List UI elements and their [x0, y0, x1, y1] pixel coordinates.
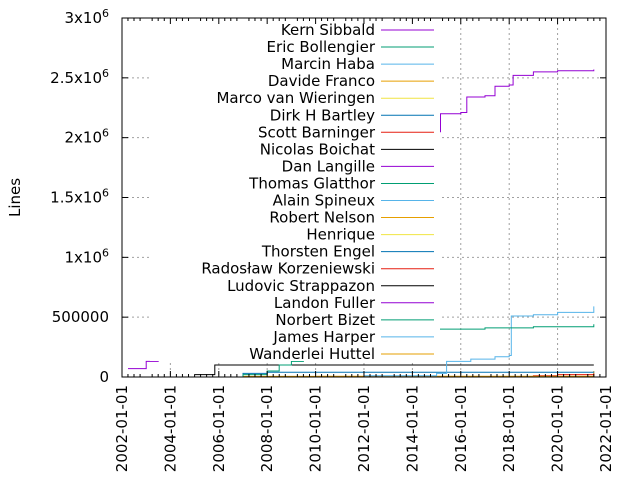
- legend-entry-label: Radosław Korzeniewski: [201, 260, 375, 278]
- x-tick-label: 2010-01-01: [307, 385, 325, 472]
- legend-entry-label: Kern Sibbald: [281, 21, 375, 39]
- legend-entry-label: James Harper: [272, 328, 375, 346]
- x-tick-label: 2006-01-01: [210, 385, 228, 472]
- legend-entry-label: Scott Barninger: [258, 123, 376, 141]
- legend-entry-label: Thomas Glatthor: [248, 174, 376, 192]
- y-tick-label: 0: [99, 368, 109, 386]
- legend-entry-label: Nicolas Boichat: [260, 140, 375, 158]
- x-tick-label: 2020-01-01: [549, 385, 567, 472]
- y-tick-label: 3x106: [64, 7, 109, 27]
- legend-entry-label: Norbert Bizet: [275, 311, 375, 329]
- legend-entry-label: Davide Franco: [268, 72, 375, 90]
- legend-entry-label: Ludovic Strappazon: [227, 277, 375, 295]
- legend-entry-label: Eric Bollengier: [267, 38, 376, 56]
- y-tick-label: 1.5x106: [50, 187, 109, 207]
- legend-entry-label: Robert Nelson: [269, 209, 375, 227]
- y-tick-label: 2.5x106: [50, 67, 109, 87]
- x-tick-label: 2012-01-01: [355, 385, 373, 472]
- series-line: [182, 364, 594, 378]
- y-axis-label: Lines: [6, 178, 24, 217]
- legend-entry-label: Wanderlei Huttel: [249, 345, 375, 363]
- legend-entry-label: Thorsten Engel: [261, 243, 375, 261]
- legend-entry-label: Dan Langille: [282, 157, 375, 175]
- x-tick-label: 2016-01-01: [452, 385, 470, 472]
- legend-entry-label: Marco van Wieringen: [216, 89, 375, 107]
- x-tick-label: 2008-01-01: [258, 385, 276, 472]
- legend-entry-label: Landon Fuller: [274, 294, 376, 312]
- legend-entry-label: Henrique: [306, 226, 375, 244]
- y-tick-label: 500000: [52, 308, 109, 326]
- series-line: [194, 306, 595, 378]
- legend-entry-label: Alain Spineux: [273, 192, 376, 210]
- legend-entry-label: Marcin Haba: [281, 55, 375, 73]
- x-tick-label: 2018-01-01: [500, 385, 518, 472]
- legend-entry-label: Dirk H Bartley: [270, 106, 375, 124]
- y-tick-label: 2x106: [64, 127, 109, 147]
- x-tick-label: 2014-01-01: [403, 385, 421, 472]
- x-tick-label: 2004-01-01: [161, 385, 179, 472]
- x-tick-label: 2002-01-01: [113, 385, 131, 472]
- y-tick-label: 1x106: [64, 246, 109, 266]
- axes: 0 500000 1x106 1.5x106 2x106 2.5x106 3x106 2002…: [50, 7, 615, 472]
- legend-background: [150, 18, 440, 361]
- x-tick-label: 2022-01-01: [597, 385, 615, 472]
